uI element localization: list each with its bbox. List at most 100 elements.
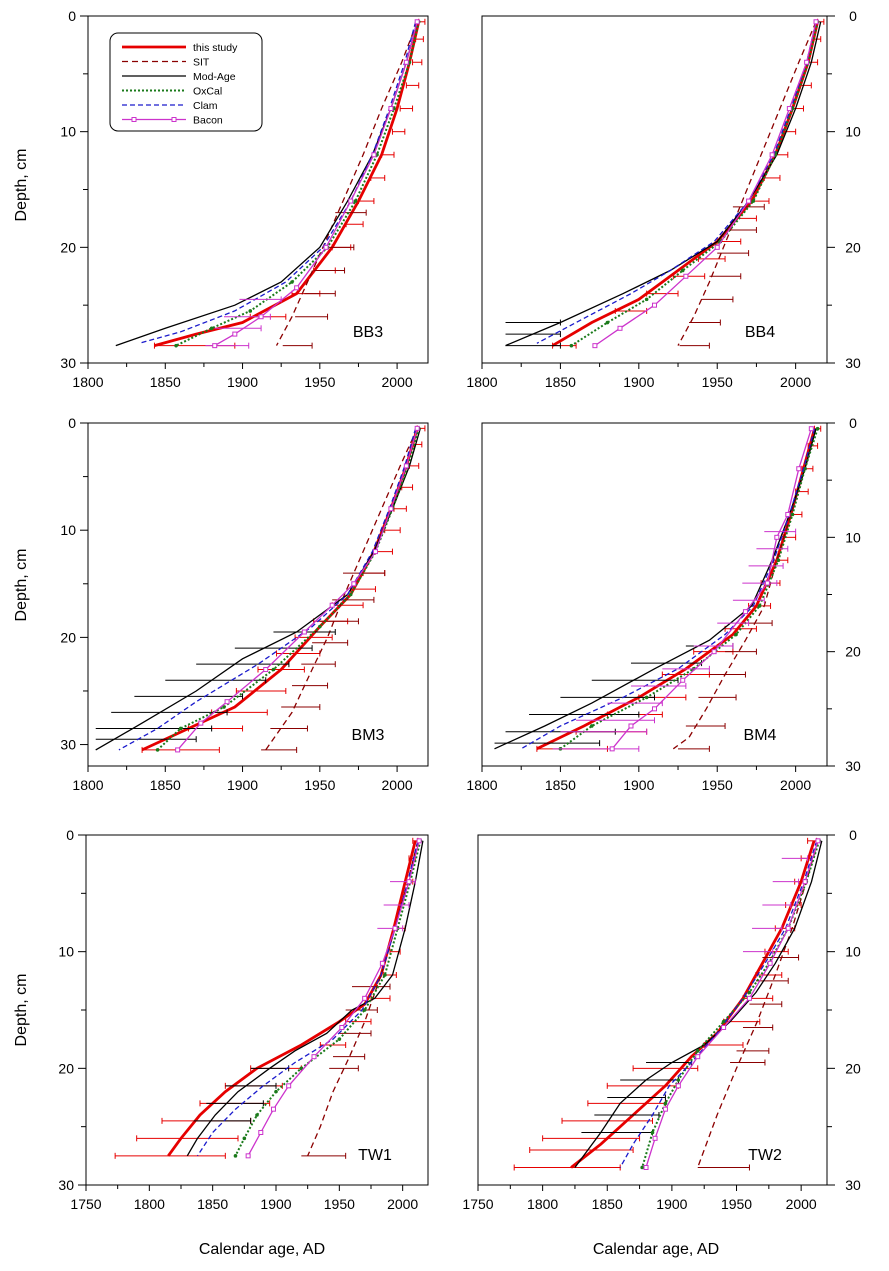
series-line <box>611 428 812 750</box>
legend-label: Clam <box>193 100 218 112</box>
x-tick-label: 1950 <box>304 374 335 390</box>
series-line <box>177 428 418 751</box>
y-tick-label: 30 <box>845 758 861 774</box>
panel-bm3: 1800 1850 1900 1950 2000 0 10 20 30 BM3 <box>60 415 429 793</box>
series-bacon <box>245 838 422 1159</box>
legend-item-oxcal: OxCal <box>122 86 222 98</box>
data-point <box>617 325 623 331</box>
panel-label: BM3 <box>352 727 385 744</box>
series-modage <box>574 840 823 1168</box>
x-tick-label: 1900 <box>623 374 654 390</box>
legend-item-bacon: Bacon <box>122 115 223 127</box>
x-tick-label: 1900 <box>260 1196 291 1212</box>
panel-bb3: 1800 1850 1900 1950 2000 0 10 20 30 BB3 <box>60 8 429 390</box>
y-tick-label: 20 <box>60 239 76 255</box>
data-point <box>751 199 756 203</box>
plot-frame <box>481 15 828 364</box>
x-tick-label: 1750 <box>462 1196 493 1212</box>
data-point <box>609 746 615 752</box>
series-sit <box>275 21 418 349</box>
series-modage <box>494 428 817 750</box>
y-tick-label: 30 <box>845 1177 861 1193</box>
panel-label: BB3 <box>353 324 383 341</box>
series-bacon <box>205 19 420 349</box>
series-sit <box>301 840 419 1159</box>
data-point <box>248 309 253 313</box>
series-oxcal <box>640 839 822 1170</box>
series-clam <box>520 428 816 750</box>
data-point <box>734 632 738 637</box>
data-point <box>695 1049 700 1053</box>
series-bacon <box>592 19 819 349</box>
data-point <box>348 198 354 204</box>
data-point <box>388 506 394 512</box>
x-tick-label: 1850 <box>592 1196 623 1212</box>
series-clam <box>619 840 818 1168</box>
data-point <box>721 1019 726 1024</box>
data-point <box>650 1130 655 1135</box>
data-point <box>815 426 820 431</box>
x-tick-label: 2000 <box>780 777 811 793</box>
data-point <box>569 343 574 348</box>
data-point <box>764 580 770 586</box>
data-point <box>747 990 752 995</box>
data-point <box>652 1135 658 1141</box>
series-oxcal <box>569 19 820 348</box>
x-tick-label: 2000 <box>382 777 413 793</box>
series-line <box>677 21 817 346</box>
data-point <box>175 747 181 753</box>
data-point <box>371 152 377 158</box>
x-tick-label: 1950 <box>702 777 733 793</box>
series-line <box>265 428 418 751</box>
data-point <box>270 1106 276 1112</box>
series-line <box>619 840 818 1168</box>
data-point <box>757 604 762 608</box>
y-tick-label: 20 <box>845 644 861 660</box>
series-line <box>214 21 418 347</box>
y-tick-label: 0 <box>68 8 76 24</box>
series-line <box>520 428 816 750</box>
y-tick-label: 10 <box>58 944 74 960</box>
data-point <box>406 879 412 885</box>
series-sit <box>697 840 819 1171</box>
data-point <box>323 244 329 250</box>
data-point <box>652 302 657 308</box>
series-oxcal <box>155 426 421 752</box>
x-tick-label: 1950 <box>324 1196 355 1212</box>
series-oxcal <box>233 839 423 1158</box>
data-point <box>242 1136 247 1141</box>
legend-label: OxCal <box>193 86 222 98</box>
x-tick-label: 1950 <box>702 374 733 390</box>
y-tick-label: 10 <box>60 522 76 538</box>
data-point <box>351 581 357 587</box>
series-line <box>645 840 819 1168</box>
data-point <box>337 1037 342 1041</box>
series-line <box>570 21 819 347</box>
x-axis-label-right: Calendar age, AD <box>593 1241 719 1258</box>
series-line <box>594 21 817 347</box>
data-point <box>680 677 686 683</box>
data-point <box>644 297 649 302</box>
series-line <box>175 21 420 347</box>
plot-frame <box>87 422 429 767</box>
data-point <box>785 511 791 517</box>
data-point <box>286 1083 292 1089</box>
data-point <box>339 1025 345 1030</box>
panel-label: TW2 <box>748 1147 782 1164</box>
data-point <box>683 273 689 279</box>
series-line <box>186 840 424 1157</box>
legend-item-this_study: this study <box>122 42 238 54</box>
data-point <box>776 558 781 562</box>
series-line <box>641 840 821 1168</box>
series-modage <box>186 840 424 1157</box>
series-line <box>559 428 819 750</box>
data-point <box>258 314 264 320</box>
data-point <box>379 960 385 966</box>
legend-box <box>109 32 263 132</box>
series-line <box>494 428 817 750</box>
data-point <box>414 425 420 431</box>
data-point <box>294 285 300 291</box>
data-point <box>274 1089 278 1094</box>
data-point <box>589 724 594 728</box>
data-point <box>785 925 791 931</box>
